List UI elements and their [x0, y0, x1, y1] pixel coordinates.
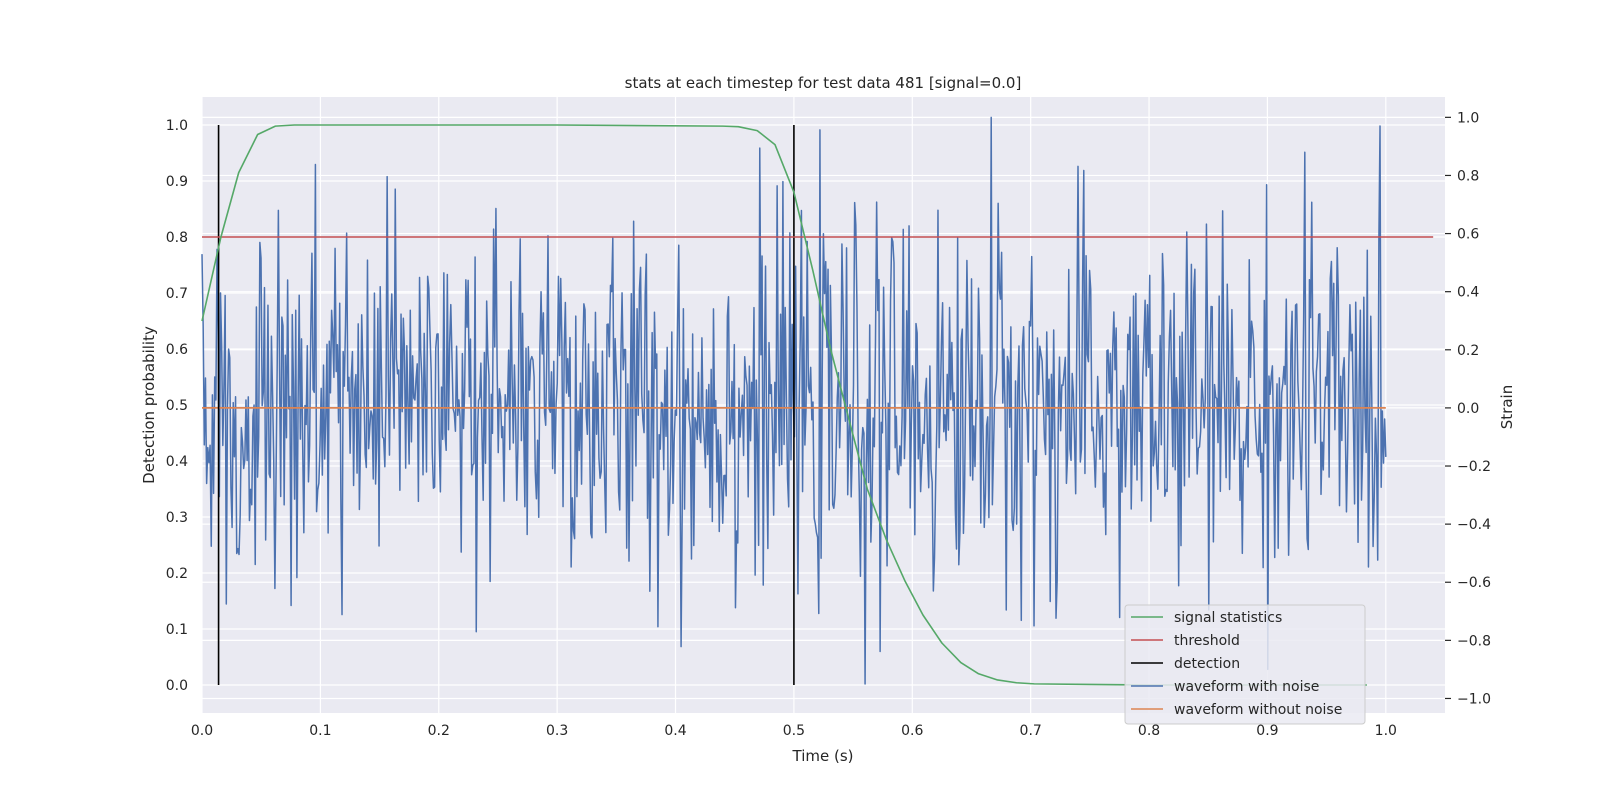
legend-label-waveform-with-noise: waveform with noise [1174, 679, 1319, 695]
x-tick-label: 0.1 [309, 723, 331, 739]
x-tick-label: 1.0 [1375, 723, 1397, 739]
x-tick-label: 0.9 [1256, 723, 1278, 739]
legend-item-signal-statistics: signal statistics [1131, 610, 1282, 626]
legend-label-threshold: threshold [1174, 633, 1240, 649]
legend: signal statistics threshold detection wa… [1124, 604, 1366, 725]
y-left-axis-title: Detection probability [140, 326, 158, 484]
y-right-tick-label: −1.0 [1457, 691, 1491, 707]
y-left-tick-label: 0.0 [166, 678, 188, 694]
series-layer [201, 116, 1434, 686]
legend-label-signal-statistics: signal statistics [1174, 610, 1282, 626]
y-right-tick-label: 0.4 [1457, 285, 1479, 301]
y-left-tick-label: 0.4 [166, 454, 188, 470]
y-left-tick-label: 0.5 [166, 398, 188, 414]
y-right-tick-label: −0.6 [1457, 575, 1491, 591]
x-tick-label: 0.8 [1138, 723, 1160, 739]
series-signal-statistics [201, 124, 1367, 686]
y-left-tick-label: 0.2 [166, 566, 188, 582]
x-tick-label: 0.4 [664, 723, 686, 739]
chart-title: stats at each timestep for test data 481… [625, 74, 1022, 92]
legend-box [1124, 604, 1366, 725]
y-left-tick-label: 0.3 [166, 510, 188, 526]
x-tick-label: 0.6 [901, 723, 923, 739]
x-axis-title: Time (s) [792, 747, 854, 765]
y-right-tick-label: 0.6 [1457, 227, 1479, 243]
y-right-tick-label: 0.0 [1457, 401, 1479, 417]
y-right-tick-label: 0.8 [1457, 168, 1479, 184]
x-tick-label: 0.7 [1020, 723, 1042, 739]
legend-item-waveform-with-noise: waveform with noise [1131, 679, 1319, 695]
y-right-tick-label: −0.4 [1457, 517, 1491, 533]
y-right-tick-label: −0.8 [1457, 633, 1491, 649]
legend-item-waveform-without-noise: waveform without noise [1131, 702, 1342, 718]
y-left-tick-label: 0.6 [166, 342, 188, 358]
y-right-tick-label: −0.2 [1457, 459, 1491, 475]
y-left-tick-label: 1.0 [166, 118, 188, 134]
y-left-tick-label: 0.7 [166, 286, 188, 302]
legend-item-threshold: threshold [1131, 633, 1240, 649]
y-left-tick-label: 0.8 [166, 230, 188, 246]
x-tick-label: 0.3 [546, 723, 568, 739]
y-right-axis-title: Strain [1498, 385, 1516, 429]
y-right-tick-label: 0.2 [1457, 343, 1479, 359]
y-right-tick-label: 1.0 [1457, 110, 1479, 126]
x-tick-label: 0.5 [783, 723, 805, 739]
legend-label-waveform-without-noise: waveform without noise [1174, 702, 1342, 718]
axes: 0.0 0.1 0.2 0.3 0.4 0.5 0.6 0.7 0.8 0.9 1.0 0.0 0.1 0… [166, 110, 1491, 739]
y-left-tick-label: 0.1 [166, 622, 188, 638]
legend-label-detection: detection [1174, 656, 1240, 672]
y-left-tick-label: 0.9 [166, 174, 188, 190]
x-tick-label: 0.0 [191, 723, 213, 739]
legend-item-detection: detection [1131, 656, 1240, 672]
x-tick-label: 0.2 [428, 723, 450, 739]
